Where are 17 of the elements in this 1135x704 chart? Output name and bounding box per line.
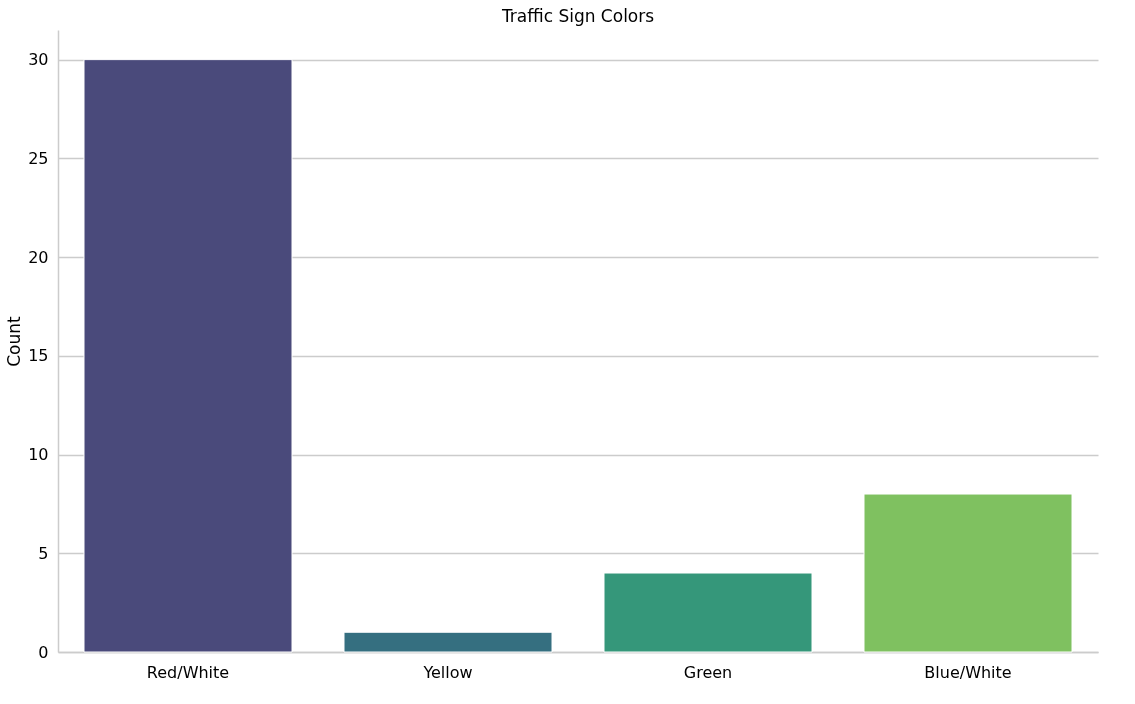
bar: [83, 59, 293, 653]
chart-title: Traffic Sign Colors: [500, 6, 655, 26]
y-tick-label: 0: [38, 642, 49, 662]
y-tick-label: 20: [28, 247, 49, 267]
x-tick-label: Green: [683, 662, 733, 682]
y-tick-label: 5: [38, 543, 49, 563]
x-tick-label: Blue/White: [924, 662, 1012, 682]
bar: [603, 572, 813, 653]
y-tick-label: 25: [28, 148, 49, 168]
x-tick-label: Red/White: [146, 662, 230, 682]
bar: [343, 631, 553, 653]
y-tick-label: 30: [28, 50, 49, 70]
y-tick-label: 15: [28, 346, 49, 366]
y-axis-title: Count: [4, 315, 25, 367]
x-tick-label: Yellow: [422, 662, 473, 682]
y-tick-label: 10: [28, 445, 49, 465]
bar: [863, 493, 1073, 653]
